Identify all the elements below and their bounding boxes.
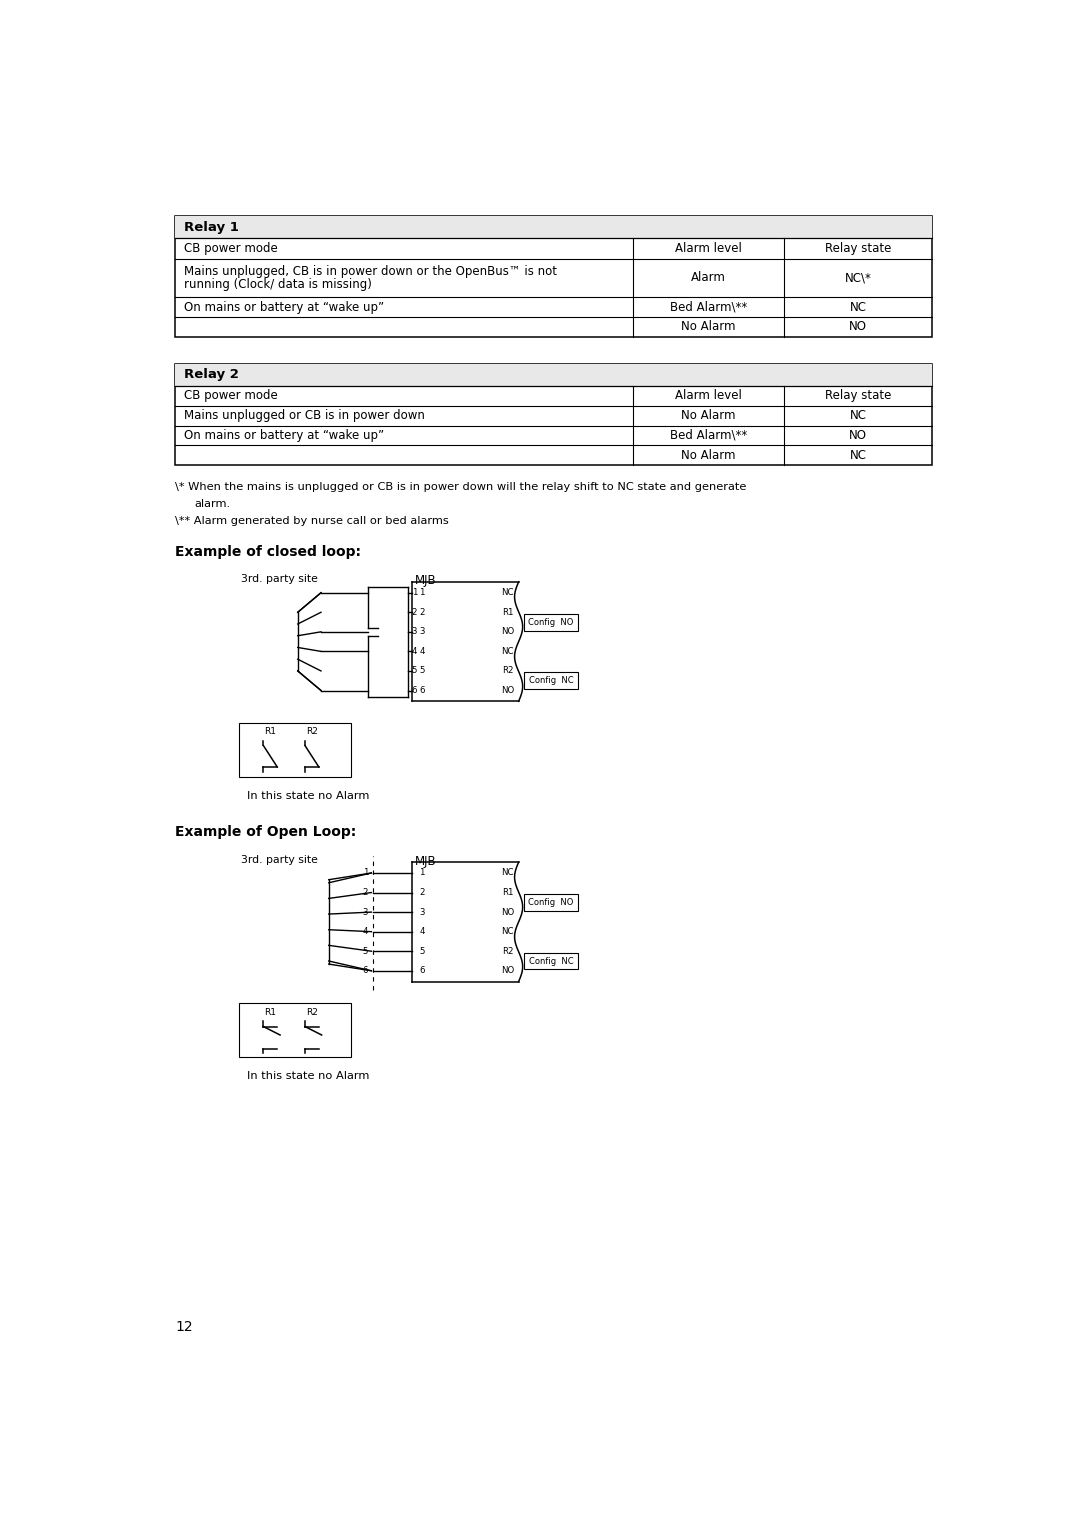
Text: NC: NC [501,647,514,656]
Text: Relay 2: Relay 2 [184,368,239,381]
Text: Bed Alarm\**: Bed Alarm\** [670,429,747,441]
Text: On mains or battery at “wake up”: On mains or battery at “wake up” [184,429,384,441]
Text: Relay 1: Relay 1 [184,221,239,234]
Bar [175,216,932,337]
Text: 1: 1 [419,588,424,597]
Text: NC: NC [501,588,514,597]
Text: 3rd. party site: 3rd. party site [241,574,318,584]
Bar [524,893,578,912]
Text: NC\*: NC\* [845,271,872,285]
Text: Mains unplugged, CB is in power down or the OpenBus™ is not: Mains unplugged, CB is in power down or … [184,265,557,277]
Text: Mains unplugged or CB is in power down: Mains unplugged or CB is in power down [184,409,424,423]
Text: 1: 1 [419,869,424,878]
Text: Example of closed loop:: Example of closed loop: [175,545,362,559]
Text: 4: 4 [419,647,424,656]
Text: R2: R2 [306,728,318,737]
Text: 5: 5 [363,947,368,956]
Text: Relay state: Relay state [825,389,891,403]
Text: 4: 4 [363,927,368,936]
Bar [524,614,578,631]
Text: Config  NC: Config NC [529,956,573,965]
Text: 2: 2 [363,889,368,898]
Text: 5: 5 [411,666,417,676]
Text: NO: NO [501,686,514,696]
Bar [524,953,578,970]
Text: R1: R1 [502,889,514,898]
Text: NO: NO [849,320,867,334]
Text: 6: 6 [419,967,424,976]
Text: NC: NC [850,300,866,314]
Text: In this state no Alarm: In this state no Alarm [246,791,369,801]
Text: No Alarm: No Alarm [681,449,735,461]
Text: Example of Open Loop:: Example of Open Loop: [175,826,356,840]
Text: Config  NO: Config NO [528,898,573,907]
Text: Config  NO: Config NO [528,617,573,627]
Text: Relay state: Relay state [825,242,891,254]
Text: R1: R1 [502,608,514,617]
Text: 6: 6 [411,686,417,696]
Text: \** Alarm generated by nurse call or bed alarms: \** Alarm generated by nurse call or bed… [175,516,449,525]
Text: Alarm level: Alarm level [675,389,742,403]
Text: MJB: MJB [415,855,436,867]
Text: 2: 2 [419,608,424,617]
Text: 6: 6 [363,967,368,976]
Text: 4: 4 [411,647,417,656]
Text: No Alarm: No Alarm [681,320,735,334]
Text: \* When the mains is unplugged or CB is in power down will the relay shift to NC: \* When the mains is unplugged or CB is … [175,483,746,492]
Text: NC: NC [501,927,514,936]
Text: 5: 5 [419,666,424,676]
Text: 6: 6 [419,686,424,696]
Text: NO: NO [501,627,514,636]
Text: 3: 3 [363,907,368,916]
Text: R1: R1 [265,1008,276,1017]
Text: NC: NC [850,409,866,423]
Bar [239,723,351,777]
Bar [175,363,932,386]
Text: R2: R2 [306,1008,318,1017]
Text: NC: NC [501,869,514,878]
Text: 4: 4 [419,927,424,936]
Bar [239,1003,351,1057]
Text: Bed Alarm\**: Bed Alarm\** [670,300,747,314]
Text: NO: NO [501,967,514,976]
Text: 1: 1 [363,869,368,878]
Text: 5: 5 [419,947,424,956]
Text: NC: NC [850,449,866,461]
Text: R1: R1 [265,728,276,737]
Text: R2: R2 [502,947,514,956]
Text: alarm.: alarm. [194,499,231,509]
Text: 3: 3 [419,627,424,636]
Text: running (Clock/ data is missing): running (Clock/ data is missing) [184,279,372,291]
Text: 12: 12 [175,1321,193,1334]
Text: Config  NC: Config NC [529,676,573,685]
Text: In this state no Alarm: In this state no Alarm [246,1071,369,1082]
Text: 2: 2 [419,889,424,898]
Bar [524,673,578,689]
Text: R2: R2 [502,666,514,676]
Text: On mains or battery at “wake up”: On mains or battery at “wake up” [184,300,384,314]
Bar [175,363,932,464]
Text: MJB: MJB [415,574,436,587]
Text: NO: NO [849,429,867,441]
Text: 1: 1 [411,588,417,597]
Text: 3rd. party site: 3rd. party site [241,855,318,864]
Bar [175,216,932,237]
Text: No Alarm: No Alarm [681,409,735,423]
Text: 3: 3 [411,627,417,636]
Text: Alarm: Alarm [691,271,726,285]
Text: 2: 2 [411,608,417,617]
Text: 3: 3 [419,907,424,916]
Text: CB power mode: CB power mode [184,389,278,403]
Text: NO: NO [501,907,514,916]
Text: Alarm level: Alarm level [675,242,742,254]
Text: CB power mode: CB power mode [184,242,278,254]
